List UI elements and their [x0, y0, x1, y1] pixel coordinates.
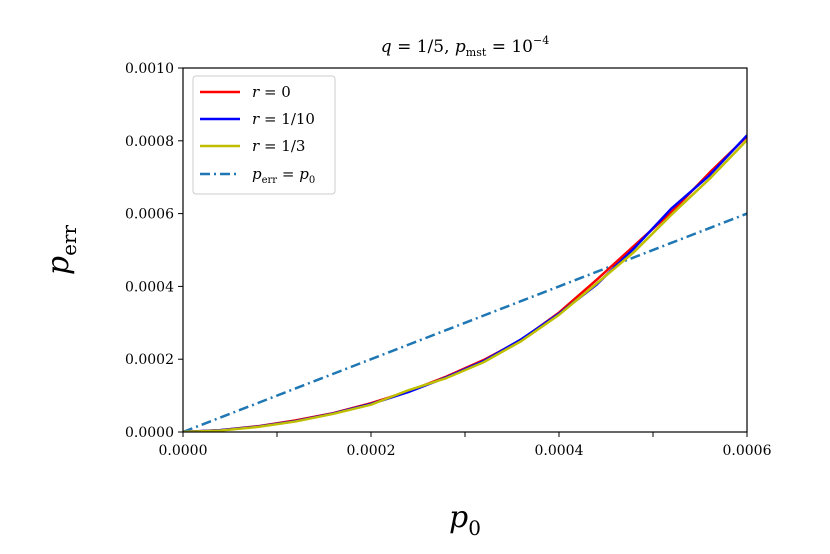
- chart-title: q = 1/5, pmst = 10−4: [381, 34, 549, 59]
- title-q-value: = 1/5,: [392, 37, 455, 57]
- x-label-symbol: p: [449, 500, 468, 535]
- legend-label-r1-10: r = 1/10: [252, 110, 315, 128]
- y-tick-label: 0.0004: [125, 279, 174, 295]
- x-tick-label: 0.0000: [159, 443, 208, 459]
- x-tick-label: 0.0006: [723, 443, 772, 459]
- y-axis-label: perr: [41, 224, 81, 275]
- y-tick-label: 0.0010: [125, 61, 174, 77]
- legend-label-r0: r = 0: [252, 83, 291, 101]
- x-label-subscript: 0: [468, 516, 481, 540]
- legend-label-perr: perr = p0: [252, 165, 315, 186]
- title-p-value: = 10: [486, 37, 533, 57]
- y-tick-label: 0.0000: [125, 425, 174, 441]
- title-q-symbol: q: [381, 37, 392, 57]
- x-tick-label: 0.0004: [535, 443, 584, 459]
- x-tick-label: 0.0002: [347, 443, 396, 459]
- legend-frame: [192, 75, 336, 195]
- series-r1-3-line: [183, 139, 747, 432]
- y-tick-label: 0.0002: [125, 352, 174, 368]
- legend: r = 0 r = 1/10 r = 1/3 perr = p0: [192, 75, 336, 195]
- series-perr-equals-p0-line: [183, 212, 747, 432]
- title-p-symbol: p: [455, 37, 466, 57]
- y-label-subscript: err: [57, 224, 81, 255]
- x-axis-label: p0: [449, 500, 481, 540]
- title-p-subscript: mst: [466, 46, 487, 59]
- y-tick-label: 0.0008: [125, 134, 174, 150]
- legend-label-r1-3: r = 1/3: [252, 137, 305, 155]
- axis-ticks: 0.0000 0.0002 0.0004 0.0006 0.0000 0.0002 0.00…: [125, 61, 772, 459]
- y-tick-label: 0.0006: [125, 207, 174, 223]
- y-label-symbol: p: [41, 256, 76, 275]
- title-p-exponent: −4: [533, 34, 549, 47]
